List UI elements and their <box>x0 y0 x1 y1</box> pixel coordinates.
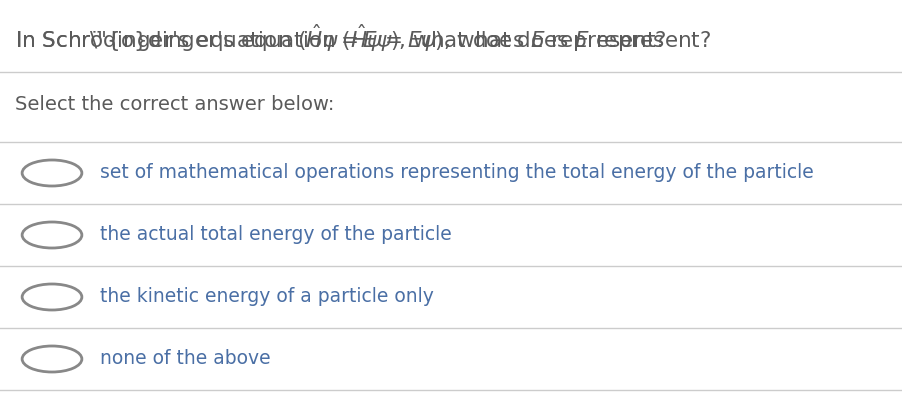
Text: Select the correct answer below:: Select the correct answer below: <box>15 95 334 114</box>
Text: the kinetic energy of a particle only: the kinetic energy of a particle only <box>100 288 433 307</box>
Text: In Schr\"{o}dinger's equation ($\hat{H}\psi = E\psi$), what does $E$ represent?: In Schr\"{o}dinger's equation ($\hat{H}\… <box>15 22 711 54</box>
Text: the actual total energy of the particle: the actual total energy of the particle <box>100 226 451 244</box>
Text: none of the above: none of the above <box>100 349 271 369</box>
Text: In Schrödinger's equation ($\hat{H}\psi = E\psi$), what does $E$ represent?: In Schrödinger's equation ($\hat{H}\psi … <box>15 22 666 54</box>
Text: set of mathematical operations representing the total energy of the particle: set of mathematical operations represent… <box>100 163 813 182</box>
